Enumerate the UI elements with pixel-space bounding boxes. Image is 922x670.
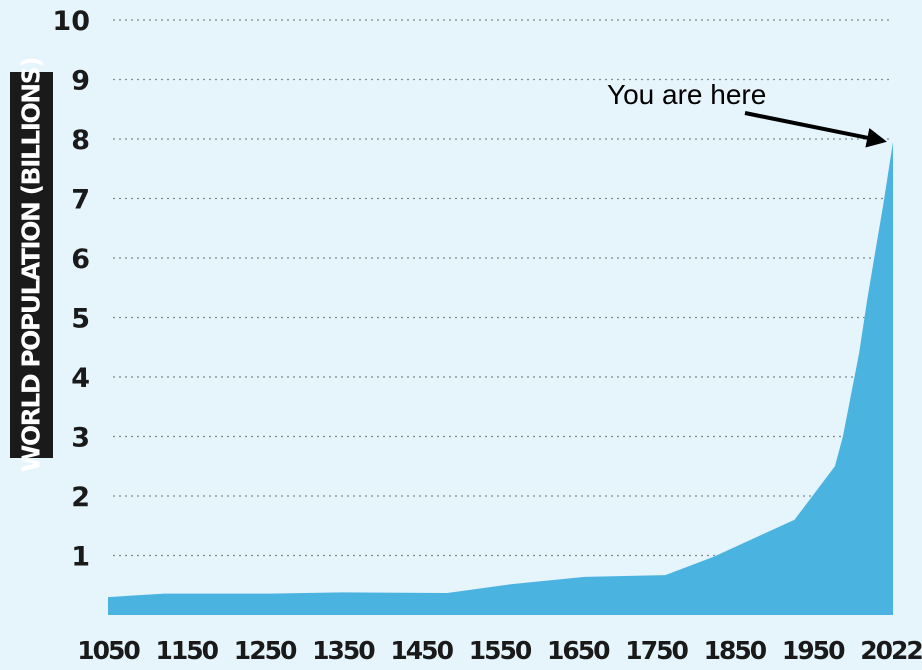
- y-tick-label: 8: [71, 125, 90, 156]
- x-tick-label: 1050: [77, 636, 140, 665]
- x-tick-label: 1250: [234, 636, 297, 665]
- y-tick-label: 1: [71, 542, 90, 573]
- population-area: [108, 142, 893, 615]
- x-tick-label: 1750: [625, 636, 688, 665]
- x-tick-label: 1950: [782, 636, 845, 665]
- x-tick-label: 1550: [469, 636, 532, 665]
- y-tick-label: 3: [71, 423, 90, 454]
- x-tick-label: 1150: [156, 636, 219, 665]
- x-tick-label: 2022: [860, 636, 922, 665]
- y-tick-label: 2: [71, 482, 90, 513]
- x-tick-label: 1450: [390, 636, 453, 665]
- x-tick-label: 1350: [312, 636, 375, 665]
- y-tick-label: 10: [52, 6, 90, 37]
- annotation-arrow: [744, 111, 887, 148]
- gridlines: [113, 19, 892, 557]
- y-tick-labels: 1 2 3 4 5 6 7 8 9 10: [52, 6, 90, 573]
- y-tick-label: 6: [71, 244, 90, 275]
- y-tick-label: 9: [71, 66, 90, 97]
- x-tick-label: 1650: [547, 636, 610, 665]
- y-tick-label: 7: [71, 185, 90, 216]
- y-axis-label-box: [10, 72, 53, 458]
- annotation-you-are-here: You are here: [607, 79, 766, 110]
- x-tick-label: 1850: [704, 636, 767, 665]
- y-tick-label: 4: [71, 363, 90, 394]
- y-tick-label: 5: [71, 304, 90, 335]
- x-tick-labels: 1050 1150 1250 1350 1450 1550 1650 1750 1850 1950…: [77, 636, 922, 665]
